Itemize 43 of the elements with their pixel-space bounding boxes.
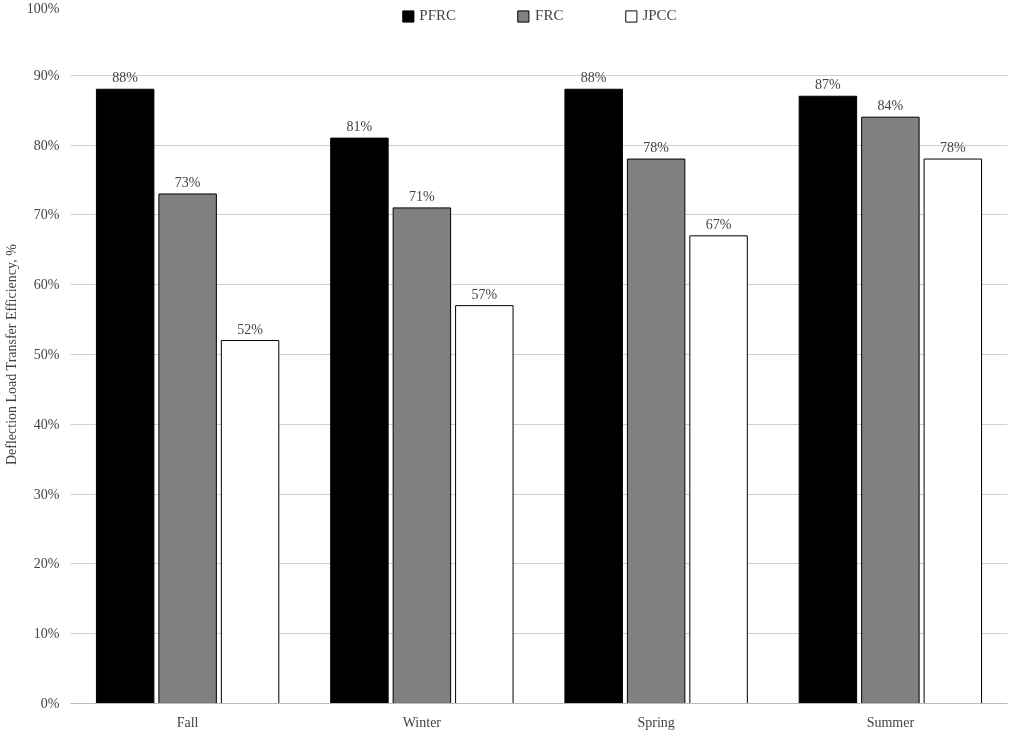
bar <box>158 193 217 704</box>
bar <box>564 88 623 704</box>
bar <box>95 88 155 704</box>
bar <box>923 158 983 704</box>
x-tick-label: Winter <box>402 714 442 730</box>
y-tick-label: 60% <box>33 277 60 293</box>
y-axis-title: Deflection Load Transfer Efficiency, % <box>3 243 19 466</box>
bar <box>220 340 280 704</box>
y-tick-label: 30% <box>33 486 60 502</box>
x-tick-label: Spring <box>637 714 675 730</box>
y-tick-label: 90% <box>33 67 60 83</box>
bar <box>455 305 514 704</box>
data-label: 84% <box>877 98 904 114</box>
y-tick-label: 80% <box>33 137 60 153</box>
data-label: 71% <box>409 188 436 204</box>
data-label: 88% <box>580 70 607 86</box>
x-tick-label: Summer <box>866 714 915 730</box>
x-tick-label: Fall <box>176 714 199 730</box>
legend-label: PFRC <box>419 7 457 24</box>
y-tick-label: 40% <box>33 416 60 432</box>
legend-label: FRC <box>535 7 564 24</box>
data-label: 88% <box>112 70 139 86</box>
y-tick-label: 70% <box>33 207 60 223</box>
data-label: 81% <box>346 119 373 135</box>
bar <box>798 95 858 704</box>
bar <box>626 158 686 704</box>
data-label: 73% <box>174 174 201 190</box>
data-label: 78% <box>940 140 967 156</box>
bar <box>861 116 920 704</box>
bar <box>689 235 748 704</box>
bar <box>392 207 452 704</box>
data-label: 87% <box>815 77 842 93</box>
data-label: 57% <box>471 286 498 302</box>
y-tick-label: 20% <box>33 556 60 572</box>
legend-label: JPCC <box>642 7 677 24</box>
data-label: 67% <box>705 216 732 232</box>
y-tick-label: 50% <box>33 347 60 362</box>
bar <box>330 137 389 704</box>
data-label: 52% <box>237 321 264 337</box>
y-tick-label: 100% <box>26 0 60 16</box>
y-tick-label: 10% <box>33 626 60 642</box>
data-label: 78% <box>643 140 670 156</box>
y-tick-label: 0% <box>40 696 60 711</box>
